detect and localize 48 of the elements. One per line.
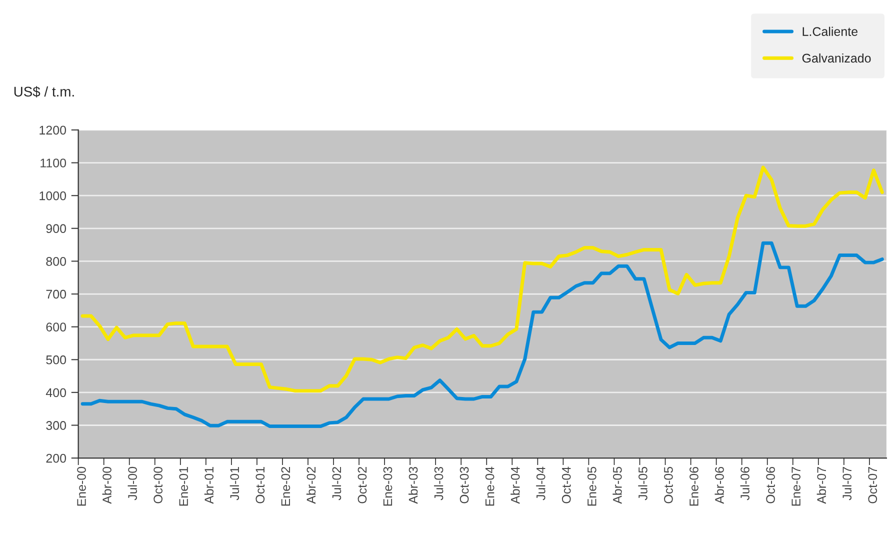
x-tick-label: Ene-00 bbox=[77, 466, 86, 506]
y-tick-label: 900 bbox=[46, 224, 66, 234]
y-tick-label: 1000 bbox=[40, 191, 66, 200]
legend-label: L.Caliente bbox=[802, 26, 858, 36]
x-tick-label: Oct-01 bbox=[256, 467, 265, 504]
x-tick-label: Jul-00 bbox=[128, 466, 137, 500]
line-series bbox=[80, 241, 884, 428]
y-tick-label: 700 bbox=[46, 290, 66, 299]
x-tick-label: Ene-06 bbox=[690, 466, 698, 506]
x-tick-label: Oct-04 bbox=[562, 466, 571, 504]
x-tick-label: Jul-03 bbox=[434, 466, 444, 500]
x-tick-label: Ene-07 bbox=[792, 467, 800, 506]
line-series bbox=[80, 166, 884, 393]
y-tick-label: 300 bbox=[46, 421, 66, 430]
y-tick-label: 1100 bbox=[40, 158, 66, 168]
y-tick-label: 500 bbox=[46, 355, 66, 364]
y-tick-label: 1200 bbox=[40, 126, 66, 135]
y-tick-label: 400 bbox=[46, 388, 66, 398]
x-tick-label: Ene-05 bbox=[587, 466, 596, 506]
legend-label: Galvanizado bbox=[802, 53, 871, 63]
x-tick-label: Oct-05 bbox=[664, 466, 673, 504]
x-tick-label: Jul-01 bbox=[230, 467, 240, 500]
y-tick-label: 600 bbox=[46, 322, 66, 332]
x-tick-label: Abr-00 bbox=[102, 466, 112, 504]
x-tick-label: Abr-07 bbox=[816, 467, 826, 504]
x-tick-label: Abr-04 bbox=[510, 466, 520, 504]
x-tick-label: Oct-00 bbox=[154, 466, 162, 504]
x-tick-label: Ene-01 bbox=[179, 467, 188, 506]
x-tick-label: Ene-03 bbox=[383, 466, 392, 506]
x-tick-label: Abr-02 bbox=[306, 467, 316, 504]
x-tick-label: Oct-07 bbox=[868, 467, 878, 504]
y-tick-label: 800 bbox=[46, 257, 66, 266]
x-tick-label: Ene-04 bbox=[485, 466, 494, 506]
y-axis-title: US$ / t.m. bbox=[14, 86, 74, 98]
x-tick-label: Jul-02 bbox=[332, 467, 342, 500]
x-tick-label: Abr-06 bbox=[714, 466, 724, 504]
x-tick-label: Abr-05 bbox=[612, 466, 622, 504]
x-tick-label: Jul-04 bbox=[536, 466, 546, 500]
x-tick-label: Jul-07 bbox=[842, 467, 852, 500]
x-tick-label: Oct-03 bbox=[460, 466, 469, 504]
x-tick-label: Jul-05 bbox=[638, 466, 648, 500]
x-tick-label: Oct-06 bbox=[766, 466, 775, 504]
x-tick-label: Ene-02 bbox=[281, 467, 290, 506]
x-tick-label: Abr-01 bbox=[204, 467, 214, 504]
x-tick-label: Jul-06 bbox=[740, 466, 750, 500]
y-tick-label: 200 bbox=[46, 454, 66, 463]
x-tick-label: Oct-02 bbox=[358, 467, 367, 504]
x-tick-label: Abr-03 bbox=[408, 466, 418, 504]
